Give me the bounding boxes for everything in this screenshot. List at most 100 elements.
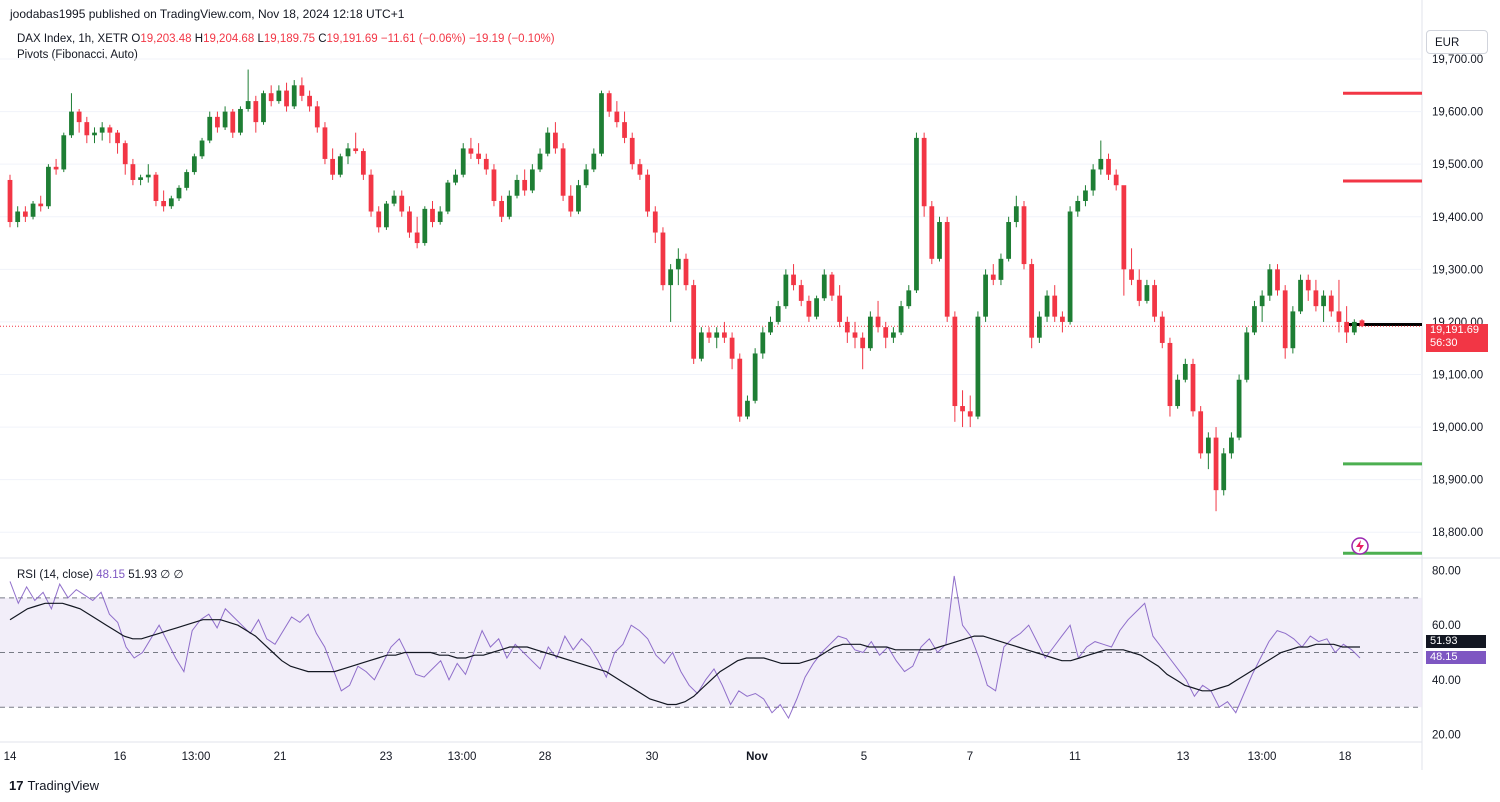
- rsi-ma-line: [9, 602, 1360, 706]
- low-value: 19,189.75: [263, 33, 316, 45]
- candle-body: [1060, 316, 1065, 322]
- candle-body: [714, 332, 720, 338]
- currency-button[interactable]: EUR: [1426, 30, 1488, 54]
- candle-body: [30, 203, 36, 217]
- rsi-line: [9, 575, 1361, 720]
- candle-body: [130, 164, 136, 180]
- candle-body: [1321, 295, 1326, 307]
- candle-body: [284, 90, 289, 107]
- candle-body: [583, 169, 589, 186]
- candle-body: [937, 222, 942, 259]
- candle-body: [1098, 158, 1104, 170]
- candle-body: [722, 332, 727, 338]
- candle-body: [1236, 379, 1242, 438]
- brand-name: TradingView: [27, 778, 100, 793]
- candle-body: [399, 195, 405, 212]
- rsi-tick-label: 60.00: [1432, 620, 1461, 632]
- candle-body: [1313, 290, 1319, 307]
- candle-body: [253, 101, 259, 123]
- candle-body: [445, 182, 451, 212]
- price-tick-label: 19,600.00: [1432, 107, 1483, 119]
- candle-body: [944, 222, 950, 317]
- candle-body: [752, 353, 758, 401]
- symbol-label[interactable]: DAX Index, 1h, XETR: [17, 33, 129, 45]
- candle-body: [1136, 279, 1142, 301]
- candle-body: [391, 195, 397, 204]
- candle-body: [760, 332, 766, 354]
- pivots-indicator-label[interactable]: Pivots (Fibonacci, Auto): [17, 49, 138, 61]
- candle-body: [983, 274, 988, 317]
- candle-body: [560, 148, 566, 196]
- candle-body: [1013, 206, 1019, 223]
- candle-body: [22, 211, 28, 217]
- candle-body: [491, 169, 497, 201]
- low-label: L: [257, 33, 264, 45]
- candle-body: [468, 148, 474, 154]
- time-tick-label: 13:00: [1248, 751, 1277, 763]
- candle-body: [1159, 316, 1165, 343]
- price-tick-label: 19,400.00: [1432, 212, 1483, 224]
- time-tick-label: Nov: [746, 751, 768, 763]
- candle-body: [230, 111, 236, 133]
- candle-body: [1044, 295, 1050, 317]
- candle-body: [591, 153, 597, 170]
- candle-body: [291, 85, 297, 107]
- candle-body: [384, 203, 389, 228]
- candle-body: [368, 174, 374, 212]
- candle-body: [1282, 290, 1288, 349]
- candle-body: [153, 174, 159, 201]
- candle-body: [168, 198, 174, 207]
- candle-body: [1290, 311, 1296, 349]
- rsi-legend[interactable]: RSI (14, close) 48.15 51.93 ∅ ∅: [17, 567, 183, 581]
- candle-body: [92, 132, 97, 136]
- tradingview-logo[interactable]: 17 TradingView: [9, 778, 99, 793]
- candle-body: [1006, 222, 1012, 259]
- candle-body: [791, 274, 796, 286]
- candle-body: [768, 321, 773, 333]
- candle-body: [1029, 264, 1035, 338]
- time-tick-label: 13: [1177, 751, 1190, 763]
- candle-body: [15, 211, 21, 223]
- candle-body: [1221, 453, 1227, 491]
- candle-body: [683, 258, 689, 286]
- time-tick-label: 21: [274, 751, 287, 763]
- time-tick-label: 28: [539, 751, 552, 763]
- candle-body: [430, 208, 435, 223]
- candle-body: [184, 172, 190, 188]
- candle-body: [553, 132, 558, 149]
- candle-body: [537, 153, 543, 170]
- candle-body: [960, 406, 965, 412]
- tradingview-glyph: 17: [9, 778, 24, 793]
- rsi-value: 48.15: [96, 569, 126, 581]
- candle-body: [698, 332, 704, 359]
- candle-body: [414, 232, 420, 244]
- candle-body: [314, 106, 320, 128]
- candle-body: [1083, 190, 1088, 201]
- time-tick-label: 5: [861, 751, 867, 763]
- lightning-icon[interactable]: [1351, 537, 1369, 555]
- candle-body: [829, 274, 835, 296]
- candle-body: [1351, 321, 1357, 333]
- candle-body: [898, 306, 904, 333]
- candle-body: [998, 258, 1004, 280]
- candle-body: [745, 400, 750, 417]
- candle-body: [798, 285, 804, 301]
- candle-body: [1328, 295, 1334, 312]
- candle-body: [1052, 295, 1058, 317]
- candle-body: [1244, 332, 1250, 380]
- candle-body: [952, 316, 958, 407]
- price-tick-label: 19,000.00: [1432, 422, 1483, 434]
- candle-body: [422, 208, 428, 244]
- candle-body: [1298, 279, 1303, 312]
- change-value-2: −19.19 (−0.10%): [468, 33, 555, 45]
- price-tick-label: 19,700.00: [1432, 54, 1483, 66]
- candle-body: [668, 269, 674, 286]
- candle-body: [522, 179, 528, 191]
- last-price-tag: 19,191.69 56:30: [1426, 324, 1488, 352]
- high-label: H: [194, 33, 204, 45]
- candle-body: [914, 137, 919, 291]
- rsi-tag: 48.15: [1426, 651, 1486, 664]
- candle-body: [145, 174, 151, 178]
- candle-body: [629, 137, 635, 165]
